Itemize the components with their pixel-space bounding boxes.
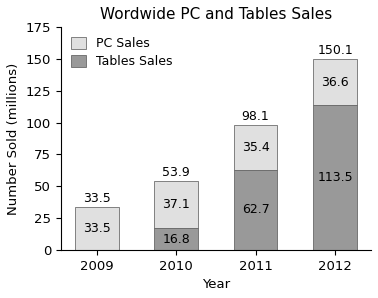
Bar — [154, 229, 198, 250]
Bar — [154, 181, 198, 229]
Text: 16.8: 16.8 — [162, 233, 190, 246]
Text: 36.6: 36.6 — [321, 76, 349, 89]
Text: 35.4: 35.4 — [242, 141, 270, 154]
Text: 113.5: 113.5 — [317, 171, 353, 184]
Text: 37.1: 37.1 — [162, 198, 190, 211]
X-axis label: Year: Year — [202, 278, 230, 291]
Bar — [234, 170, 277, 250]
Text: 98.1: 98.1 — [242, 110, 270, 123]
Title: Wordwide PC and Tables Sales: Wordwide PC and Tables Sales — [100, 7, 332, 22]
Text: 33.5: 33.5 — [83, 222, 110, 235]
Bar — [75, 207, 119, 250]
Text: 150.1: 150.1 — [317, 44, 353, 57]
Bar — [313, 105, 357, 250]
Bar — [313, 59, 357, 105]
Text: 53.9: 53.9 — [162, 166, 190, 179]
Bar — [234, 125, 277, 170]
Legend: PC Sales, Tables Sales: PC Sales, Tables Sales — [67, 34, 176, 72]
Text: 33.5: 33.5 — [83, 192, 110, 205]
Text: 62.7: 62.7 — [242, 204, 270, 216]
Y-axis label: Number Sold (millions): Number Sold (millions) — [7, 62, 20, 215]
